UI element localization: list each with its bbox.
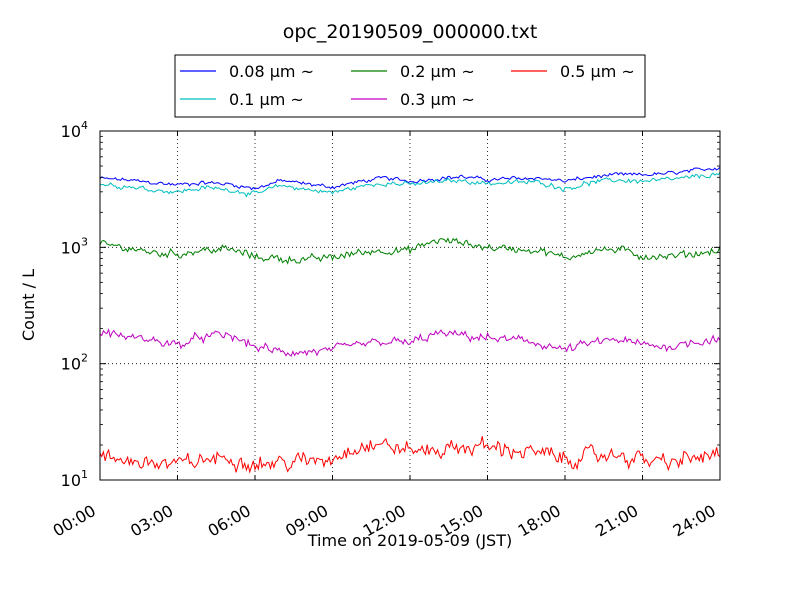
series-line — [99, 166, 721, 191]
legend-label: 0.3 μm ~ — [400, 90, 475, 109]
y-tick-label: 101 — [61, 468, 88, 490]
series-line — [99, 436, 721, 474]
y-axis-label: Count / L — [19, 269, 38, 341]
legend-label: 0.2 μm ~ — [400, 62, 475, 81]
legend-label: 0.5 μm ~ — [560, 62, 635, 81]
y-axis: 101 102 103 104 — [61, 119, 720, 490]
y-tick-label: 102 — [61, 352, 88, 374]
y-tick-label: 103 — [61, 235, 88, 257]
series-line — [99, 328, 721, 357]
y-tick-label: 104 — [61, 119, 88, 141]
series-line — [99, 237, 721, 265]
legend-label: 0.1 μm ~ — [229, 90, 304, 109]
legend-label: 0.08 μm ~ — [229, 62, 314, 81]
grid-lines — [100, 131, 720, 480]
series-line — [99, 172, 721, 198]
legend-box — [174, 54, 646, 118]
chart-title: opc_20190509_000000.txt — [283, 21, 538, 43]
x-axis-label: Time on 2019-05-09 (JST) — [307, 531, 512, 550]
legend: 0.08 μm ~ 0.1 μm ~ 0.2 μm ~ 0.3 μm ~ 0.5 μm … — [174, 54, 646, 118]
plot-area — [99, 166, 721, 474]
